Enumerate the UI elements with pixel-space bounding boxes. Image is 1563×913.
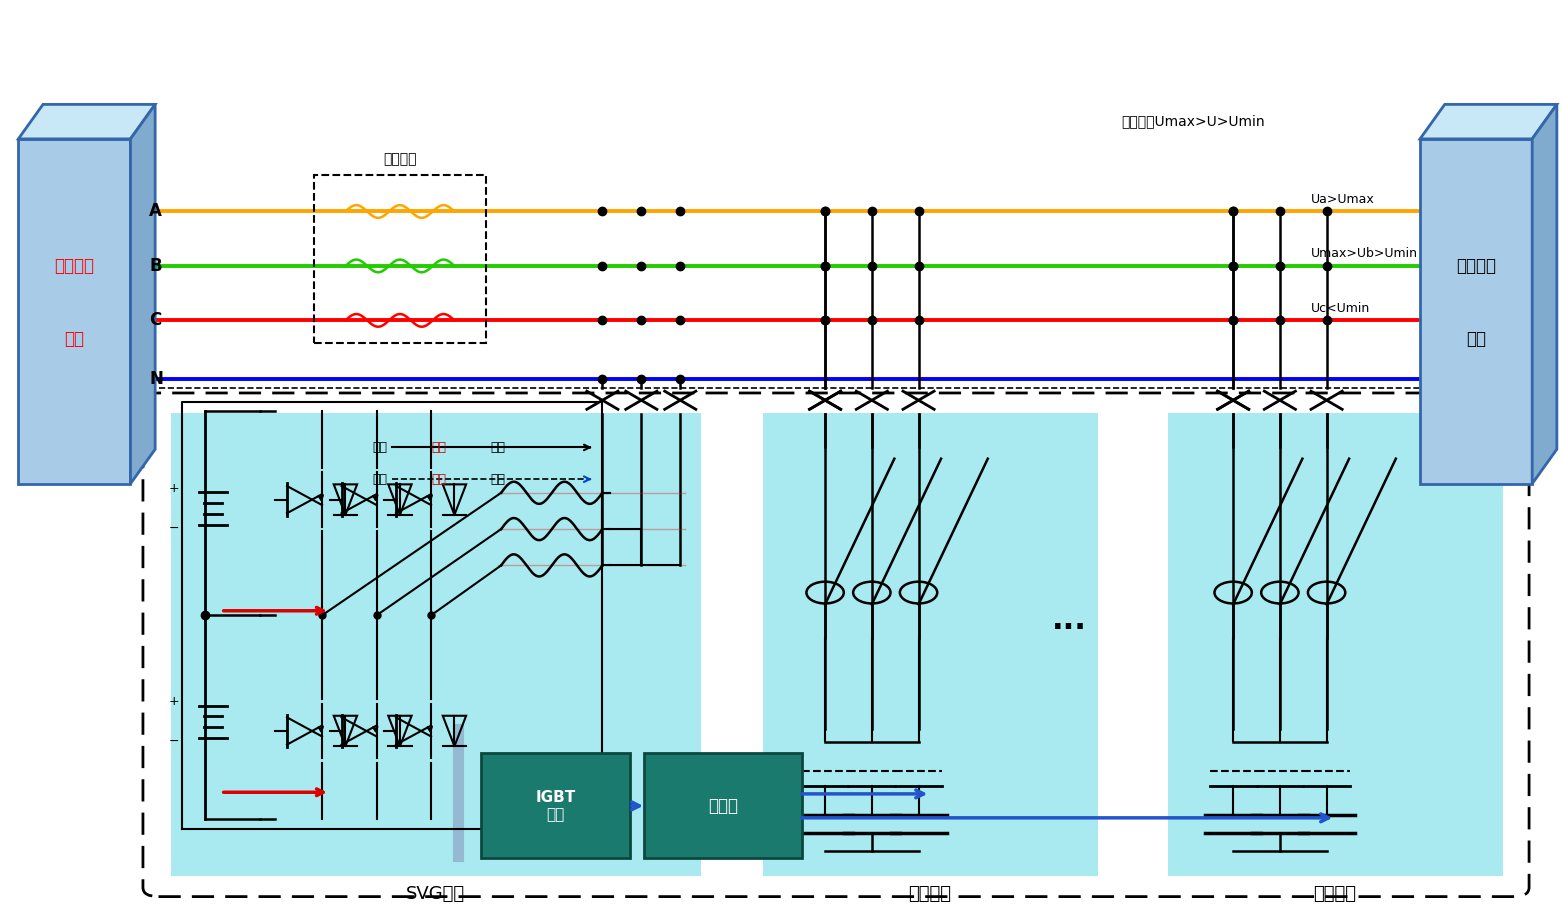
FancyBboxPatch shape <box>644 753 802 858</box>
Text: 电流: 电流 <box>491 441 505 454</box>
Polygon shape <box>19 139 130 484</box>
FancyBboxPatch shape <box>481 753 630 858</box>
Text: 输出: 输出 <box>372 473 388 486</box>
Text: −: − <box>169 522 180 535</box>
Text: ···: ··· <box>1052 614 1086 644</box>
Text: 电网: 电网 <box>64 330 84 348</box>
Text: 线路阻抗: 线路阻抗 <box>383 152 417 166</box>
Text: N: N <box>148 371 163 388</box>
Polygon shape <box>1421 104 1557 139</box>
Text: 三相四线: 三相四线 <box>55 257 94 275</box>
Text: 电容支路: 电容支路 <box>908 885 950 903</box>
Text: 电流: 电流 <box>491 473 505 486</box>
Text: 补偿后，Umax>U>Umin: 补偿后，Umax>U>Umin <box>1121 114 1264 128</box>
Text: +: + <box>169 696 180 708</box>
Text: −: − <box>169 735 180 749</box>
Text: 负载: 负载 <box>1466 330 1486 348</box>
Text: 输出: 输出 <box>372 441 388 454</box>
Text: A: A <box>148 203 163 221</box>
Text: 电容支路: 电容支路 <box>1313 885 1355 903</box>
Text: 容性: 容性 <box>431 473 447 486</box>
Bar <box>314 175 486 343</box>
Polygon shape <box>1421 139 1532 484</box>
Text: B: B <box>148 257 163 275</box>
Bar <box>763 413 1097 876</box>
Text: 感性: 感性 <box>431 441 447 454</box>
Text: +: + <box>169 482 180 495</box>
Polygon shape <box>1532 104 1557 484</box>
Text: C: C <box>148 311 161 330</box>
Text: Umax>Ub>Umin: Umax>Ub>Umin <box>1311 247 1418 260</box>
Text: Uc<Umin: Uc<Umin <box>1311 302 1371 315</box>
Bar <box>170 413 700 876</box>
Text: Ua>Umax: Ua>Umax <box>1311 193 1375 206</box>
Polygon shape <box>130 104 155 484</box>
Text: SVG支路: SVG支路 <box>406 885 466 903</box>
Bar <box>1168 413 1502 876</box>
Text: 控制器: 控制器 <box>708 797 738 815</box>
Text: 三相四线: 三相四线 <box>1457 257 1496 275</box>
Polygon shape <box>19 104 155 139</box>
Text: IGBT
驱动: IGBT 驱动 <box>536 790 575 822</box>
